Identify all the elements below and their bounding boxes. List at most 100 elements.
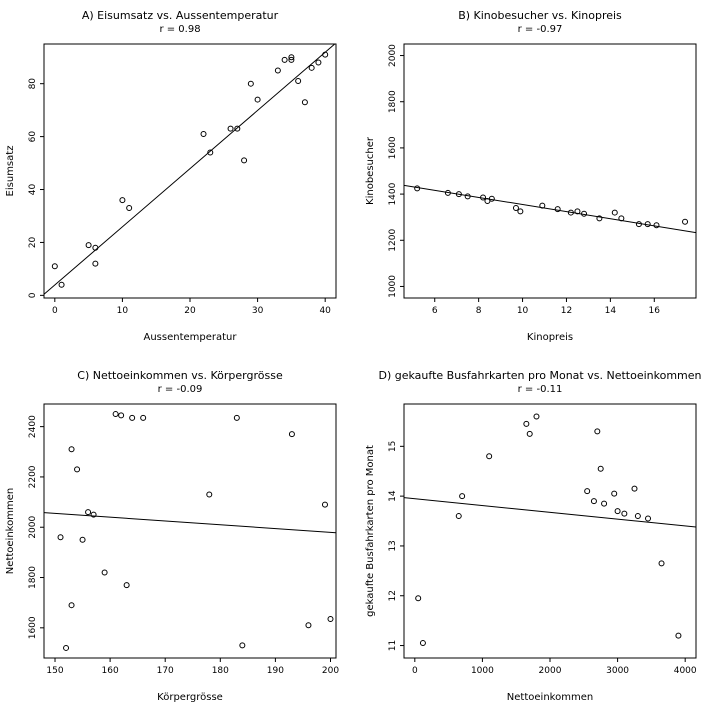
data-point (581, 210, 588, 217)
data-point (614, 508, 621, 515)
plot-box (403, 43, 697, 299)
x-tick-label: 0 (52, 306, 58, 316)
data-point (517, 208, 524, 215)
data-point (597, 465, 604, 472)
data-point (327, 616, 334, 623)
x-tick-label: 16 (649, 306, 661, 316)
x-tick-label: 30 (252, 306, 264, 316)
data-point (635, 221, 642, 228)
panel-a: A) Eisumsatz vs. Aussentemperatur r = 0.… (0, 0, 360, 360)
data-point (512, 204, 519, 211)
y-tick-label: 1600 (28, 616, 38, 639)
data-point (247, 80, 254, 87)
data-point (85, 242, 92, 249)
y-tick-label: 1800 (28, 566, 38, 589)
regression-line (44, 44, 336, 295)
x-tick-label: 150 (46, 666, 63, 676)
data-point (58, 281, 65, 288)
panel-b: B) Kinobesucher vs. Kinopreis r = -0.97 … (360, 0, 720, 360)
data-point (464, 193, 471, 200)
panel-c-correlation-label: r = -0.09 (157, 384, 203, 395)
y-tick-label: 2000 (28, 516, 38, 539)
x-tick-label: 10 (517, 306, 529, 316)
panel-b-title: B) Kinobesucher vs. Kinopreis (458, 9, 622, 22)
data-point (92, 244, 99, 251)
x-tick-label: 14 (605, 306, 617, 316)
data-point (523, 420, 530, 427)
data-point (618, 215, 625, 222)
data-point (682, 218, 689, 225)
data-point (112, 411, 119, 418)
x-tick-label: 8 (476, 306, 482, 316)
data-point (634, 513, 641, 520)
data-point (322, 51, 329, 58)
data-point (239, 642, 246, 649)
x-tick-label: 6 (432, 306, 438, 316)
panel-c: C) Nettoeinkommen vs. Körpergrösse r = -… (0, 360, 360, 720)
data-point (206, 491, 213, 498)
data-point (444, 189, 451, 196)
plot-box (403, 403, 697, 659)
data-point (315, 59, 322, 66)
data-point (526, 430, 533, 437)
data-point (85, 509, 92, 516)
data-point (455, 191, 462, 198)
panel-d-title: D) gekaufte Busfahrkarten pro Monat vs. … (378, 369, 702, 382)
panel-a-correlation-label: r = 0.98 (159, 24, 201, 35)
data-point (611, 490, 618, 497)
panel-c-title: C) Nettoeinkommen vs. Körpergrösse (77, 369, 283, 382)
y-tick-label: 1400 (388, 182, 398, 205)
data-point (90, 511, 97, 518)
y-axis-label: gekaufte Busfahrkarten pro Monat (365, 445, 376, 617)
regression-line (44, 512, 336, 534)
x-tick-label: 3000 (606, 666, 629, 676)
y-tick-label: 1200 (388, 229, 398, 252)
data-point (574, 208, 581, 215)
y-tick-label: 12 (388, 590, 398, 601)
y-tick-label: 1000 (388, 275, 398, 298)
x-tick-label: 170 (157, 666, 174, 676)
regression-line (404, 184, 696, 234)
y-axis-label: Eisumsatz (5, 146, 16, 197)
data-point (415, 595, 422, 602)
data-point (68, 602, 75, 609)
data-point (414, 185, 421, 192)
panel-d: D) gekaufte Busfahrkarten pro Monat vs. … (360, 360, 720, 720)
panel-b-scatter-plot: 6 8 10 12 14 16 1000 1200 1400 1600 1800 2000 Kinopr… (365, 43, 697, 343)
data-point (51, 263, 58, 270)
y-tick-label: 80 (28, 78, 38, 90)
y-tick-label: 2400 (28, 415, 38, 438)
y-tick-label: 14 (388, 490, 398, 502)
data-point (57, 534, 64, 541)
data-point (126, 205, 133, 212)
data-point (207, 149, 214, 156)
data-point (288, 431, 295, 438)
data-point (644, 221, 651, 228)
y-tick-label: 15 (388, 441, 398, 452)
data-point (533, 413, 540, 420)
data-point (594, 428, 601, 435)
data-point (584, 488, 591, 495)
data-point (645, 515, 652, 522)
y-axis-label: Kinobesucher (365, 136, 376, 205)
data-point (129, 414, 136, 421)
data-point (539, 202, 546, 209)
data-point (227, 125, 234, 132)
plot-box (43, 403, 337, 659)
data-point (631, 485, 638, 492)
y-tick-label: 11 (388, 640, 398, 651)
panel-a-title: A) Eisumsatz vs. Aussentemperatur (81, 9, 279, 22)
data-point (675, 632, 682, 639)
data-point (419, 640, 426, 647)
x-axis-label: Körpergrösse (157, 692, 223, 703)
data-point (288, 54, 295, 61)
data-point (486, 453, 493, 460)
data-point (140, 414, 147, 421)
data-point (590, 498, 597, 505)
data-point (254, 96, 261, 103)
y-tick-label: 40 (28, 184, 38, 196)
y-tick-label: 2200 (28, 465, 38, 488)
data-point (63, 644, 70, 651)
data-point (554, 206, 561, 213)
x-tick-label: 200 (322, 666, 339, 676)
